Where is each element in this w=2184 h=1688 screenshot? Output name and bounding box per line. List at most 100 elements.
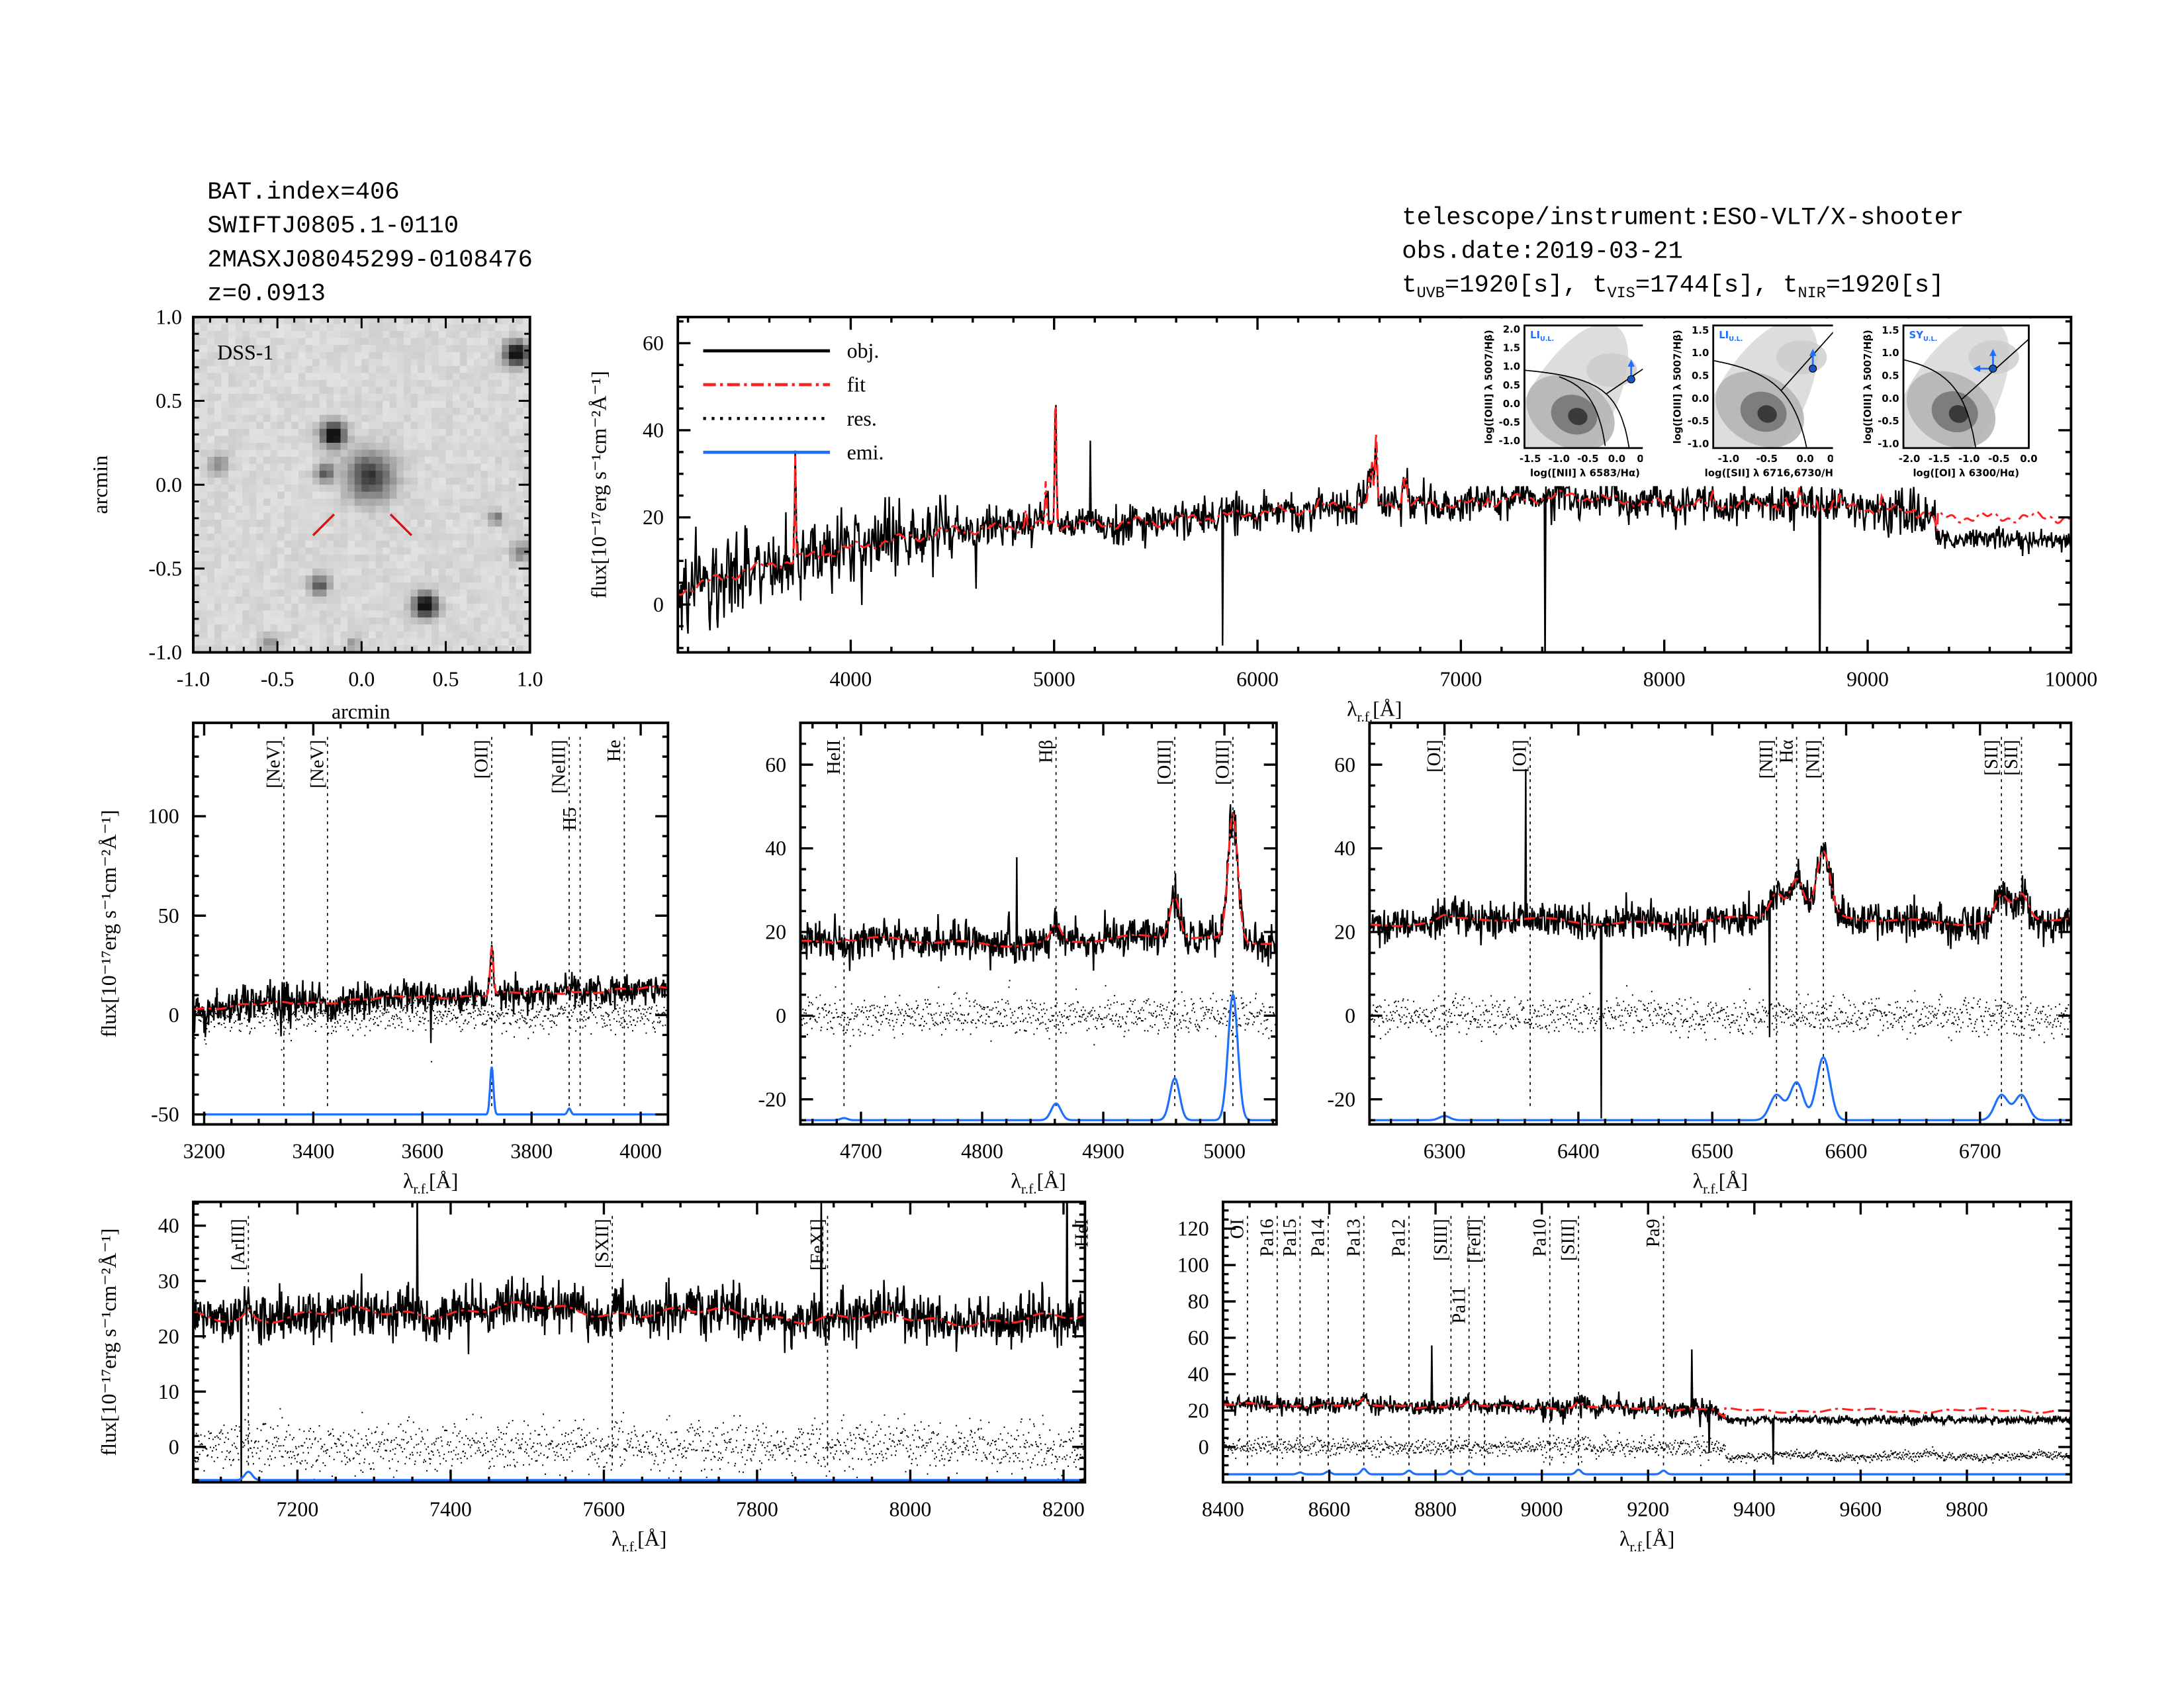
bpt-y-tick: 1.0 [1692,347,1709,359]
residual-points [800,886,1277,1047]
y-tick-label: 20 [765,921,786,944]
y-tick-label: 100 [148,805,179,828]
bpt-y-tick: -0.5 [1499,416,1521,428]
obj-spectrum [193,1201,1085,1483]
y-tick-label: 0.5 [156,389,182,412]
line-label: [OI] [1424,739,1445,772]
x-axis-label: λr.f.[Å] [1347,697,1402,725]
line-label: Pa14 [1308,1219,1329,1256]
emission-model [1369,1056,2071,1121]
x-tick-label: 4900 [1082,1140,1124,1163]
y-tick-label: 0 [169,1004,179,1027]
line-label: [FeXI] [807,1219,828,1270]
exposure-symbol: t [1402,272,1416,300]
line-label: [NeV] [306,739,328,788]
line-label: [SXII] [592,1219,613,1268]
bpt-diagram-1: LIU.L.-1.5-1.0-0.50.00.5-1.0-0.50.00.51.… [1454,318,1655,487]
spectrum-panel-red: [ArIII] [SXII] [FeXI] HeI 7200 7400 7600 7800 80… [97,1200,1092,1555]
legend-label: res. [847,407,877,430]
panel-frame [676,316,2073,654]
demarcation-line [1524,367,1646,448]
x-tick-label: 6000 [1236,668,1279,691]
y-tick-label: -20 [1327,1088,1355,1111]
y-tick-label: 0 [169,1435,179,1458]
line-label: [OIII] [1212,739,1234,785]
bpt-x-tick: -1.0 [1548,453,1570,465]
y-tick-label: -1.0 [148,641,182,664]
target-marker [312,513,336,537]
x-tick-label: 7800 [736,1497,778,1521]
x-tick-label: 6600 [1825,1140,1868,1163]
obj-spectrum [1369,769,2071,1119]
line-label: [SIII] [1558,1219,1579,1261]
x-tick-label: 3600 [401,1140,443,1163]
y-tick-label: -20 [758,1088,787,1111]
density-contour [1568,408,1588,426]
bpt-y-tick: 0.0 [1503,398,1520,410]
y-axis-label: arcmin [89,455,112,514]
header-left: BAT.index=406 SWIFTJ0805.1-0110 2MASXJ08… [207,179,533,308]
x-tick-label: 7400 [430,1497,472,1521]
bpt-y-tick: 1.0 [1882,347,1899,359]
line-label: [SII] [2001,739,2022,775]
x-axis-label: arcmin [332,700,390,724]
header-exposures: tUVB=1920[s], tVIS=1744[s], tNIR=1920[s] [1402,272,1944,303]
y-tick-label: 80 [1188,1290,1209,1313]
y-tick-label: 60 [1334,753,1355,776]
header-instrument: telescope/instrument:ESO-VLT/X-shooter [1402,204,1964,232]
y-tick-label: 40 [158,1214,179,1237]
line-label: [OII] [471,739,492,778]
y-tick-label: 60 [765,753,786,776]
y-tick-label: 60 [1188,1327,1209,1350]
bpt-class-label: LIU.L. [1530,329,1554,343]
y-axis-label: flux[10⁻¹⁷erg s⁻¹cm⁻²Å⁻¹] [97,1228,120,1456]
bpt-x-tick: 0.0 [1796,453,1813,465]
x-tick-label: 8000 [1643,668,1686,691]
line-label: Hβ [1035,739,1056,763]
y-tick-label: 20 [1188,1399,1209,1423]
line-label: Pa11 [1448,1286,1469,1323]
y-tick-label: 20 [1334,921,1355,944]
bpt-x-tick: -1.0 [1958,453,1980,465]
line-label: Pa16 [1256,1219,1277,1256]
x-tick-label: -1.0 [177,668,210,691]
x-tick-label: 9000 [1846,668,1889,691]
bpt-y-tick: 0.5 [1503,379,1520,391]
line-label: [NII] [1756,739,1777,778]
fit-spectrum [1369,850,2071,927]
y-tick-label: 50 [158,904,179,927]
line-label: HeI [1071,1219,1092,1247]
line-label: He [604,739,625,762]
line-label: Pa10 [1529,1219,1550,1256]
plot-area [800,737,1277,1121]
line-label: [NII] [1803,739,1824,778]
y-axis-label: flux[10⁻¹⁷erg s⁻¹cm⁻²Å⁻¹] [588,371,611,598]
bpt-data-point [1627,375,1635,384]
x-tick-label: 4800 [961,1140,1003,1163]
bpt-data-point [1989,364,1997,373]
axis-ticks [1369,722,2071,1125]
axis-ticks [193,1201,1085,1483]
x-tick-label: 3800 [510,1140,553,1163]
bpt-x-tick: -1.5 [1520,453,1541,465]
bpt-y-tick: 0.5 [1692,369,1709,381]
axis-ticks [1222,1201,2071,1483]
density-contour [1757,405,1777,423]
line-label: [OIII] [1154,739,1175,785]
bpt-x-tick: -0.5 [1756,453,1778,465]
x-axis-label: λr.f.[Å] [403,1169,458,1197]
bpt-x-tick: -1.5 [1929,453,1950,465]
legend-label: fit [847,373,866,397]
density-contour [1776,340,1827,375]
exposure-value: =1744[s], [1635,272,1768,300]
obj-spectrum [1222,1345,2071,1465]
demarcation-line [1713,328,1836,448]
fit-spectrum [1222,1397,2071,1420]
bpt-class-label: LIU.L. [1719,329,1743,343]
bpt-y-label: log([OIII] λ 5007/Hβ) [1862,330,1874,444]
panel-frame [192,722,670,1126]
x-tick-label: 5000 [1033,668,1075,691]
x-tick-label: 8200 [1042,1497,1085,1521]
y-tick-label: 120 [1177,1217,1209,1241]
